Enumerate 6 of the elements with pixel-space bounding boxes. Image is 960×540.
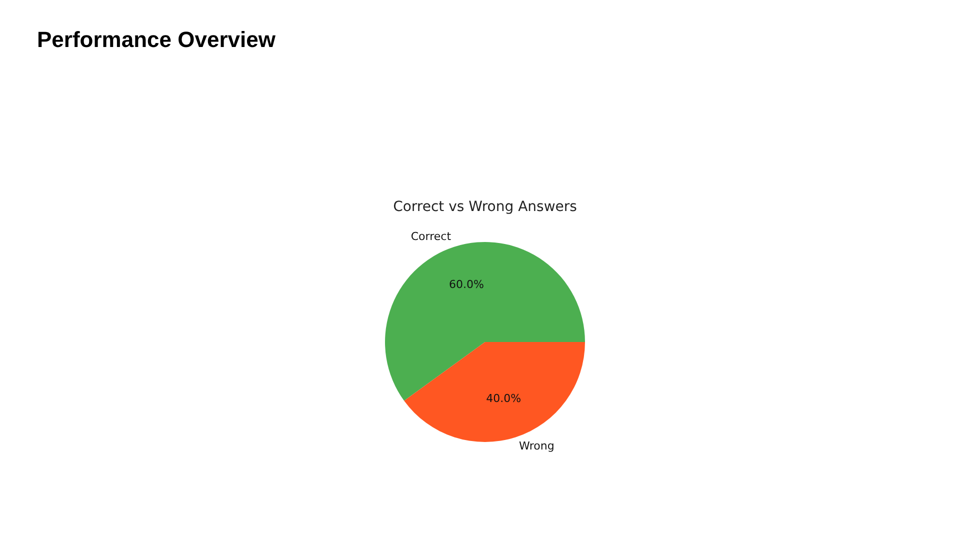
slice-label: Wrong — [518, 439, 554, 452]
data-label: 60.0% — [448, 278, 484, 291]
slice-label: Correct — [410, 230, 452, 244]
chart-subtitle: Correct vs Wrong Answers — [392, 199, 578, 215]
data-label: 40.0% — [486, 392, 522, 405]
text: Performance Overview — [37, 27, 276, 53]
